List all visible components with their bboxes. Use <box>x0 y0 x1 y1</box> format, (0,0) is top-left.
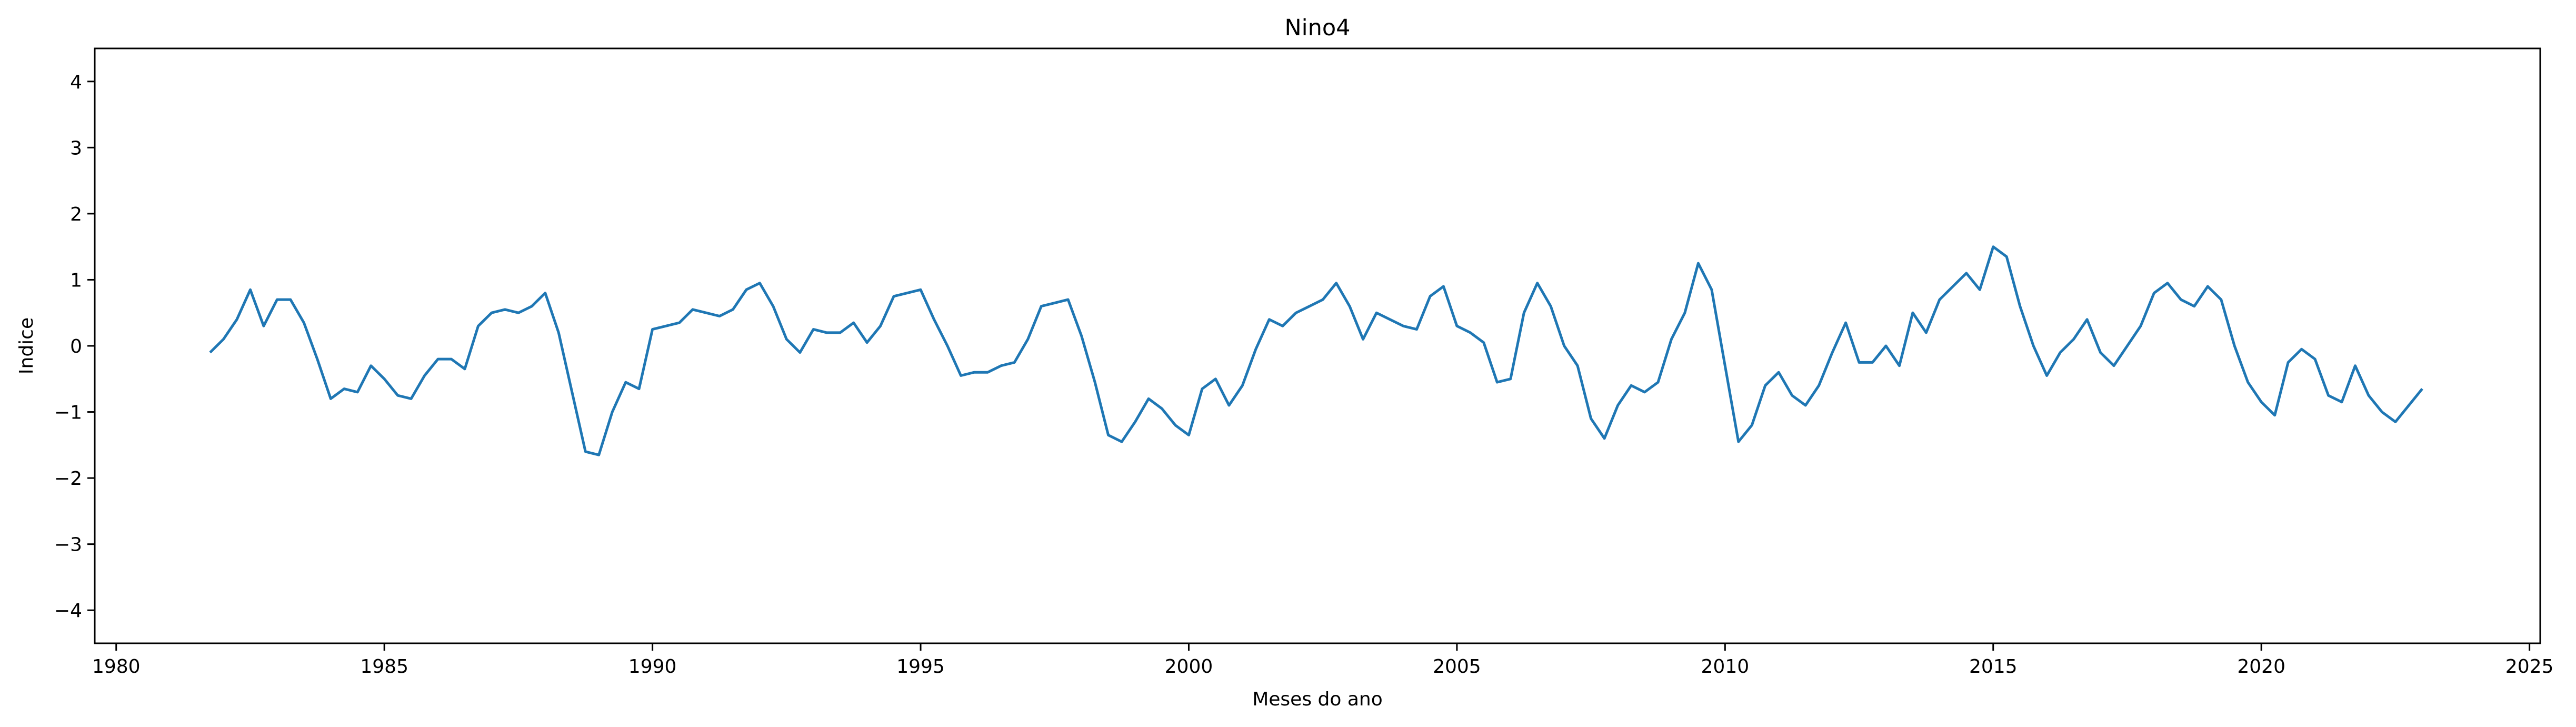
x-tick-label: 1980 <box>92 656 141 678</box>
y-tick-label: −1 <box>54 402 82 424</box>
chart-title: Nino4 <box>1284 15 1350 41</box>
y-axis-ticks: −4 −3 −2 −1 0 1 2 3 4 <box>54 72 95 622</box>
x-tick-label: 1985 <box>360 656 408 678</box>
x-axis-label: Meses do ano <box>1252 689 1383 710</box>
plot-frame <box>94 47 2541 644</box>
y-tick-label: 2 <box>70 204 82 225</box>
y-tick-label: 3 <box>70 137 82 159</box>
x-tick-label: 1995 <box>896 656 945 678</box>
x-tick-label: 2015 <box>1969 656 2018 678</box>
y-tick-label: 0 <box>70 336 82 357</box>
series-line <box>209 245 2423 456</box>
x-axis-ticks: 1980 1985 1990 1995 2000 2005 2010 2015 2020 2025 <box>92 643 2553 678</box>
x-tick-label: 2020 <box>2237 656 2285 678</box>
x-tick-label: 2010 <box>1701 656 1750 678</box>
x-tick-label: 2005 <box>1433 656 1481 678</box>
y-axis-label: Indice <box>16 317 37 374</box>
x-tick-label: 2025 <box>2505 656 2554 678</box>
x-tick-label: 2000 <box>1165 656 1213 678</box>
y-tick-label: −4 <box>54 600 82 622</box>
x-tick-label: 1990 <box>628 656 677 678</box>
y-tick-label: 1 <box>70 270 82 291</box>
y-tick-label: 4 <box>70 72 82 93</box>
y-tick-label: −3 <box>54 534 82 556</box>
y-tick-label: −2 <box>54 468 82 490</box>
